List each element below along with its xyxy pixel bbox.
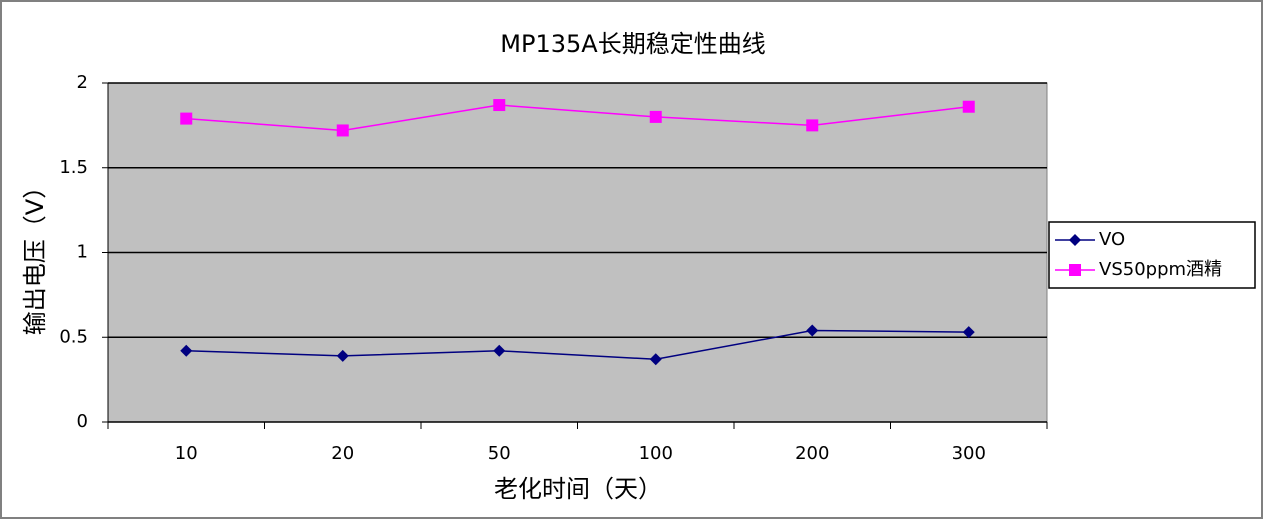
data-point	[806, 119, 819, 132]
y-tick-label: 1	[77, 242, 88, 263]
data-point	[649, 353, 662, 366]
data-point	[336, 124, 349, 137]
series-line	[186, 329, 969, 361]
y-tick-label: 0.5	[59, 326, 88, 347]
x-axis-title: 老化时间（天）	[494, 475, 662, 503]
chart-title: MP135A长期稳定性曲线	[500, 30, 765, 58]
x-tick-label: 100	[639, 443, 673, 464]
y-tick-label: 1.5	[59, 157, 88, 178]
legend-marker	[1069, 234, 1081, 246]
data-point	[180, 344, 193, 357]
data-point	[962, 326, 975, 339]
y-tick-label: 0	[77, 411, 88, 432]
data-point	[649, 110, 662, 123]
x-tick-label: 200	[795, 443, 829, 464]
legend-label: VS50ppm酒精	[1099, 259, 1222, 280]
data-point	[180, 112, 193, 125]
legend-label: VO	[1099, 229, 1125, 250]
x-tick-label: 300	[952, 443, 986, 464]
data-point	[493, 99, 506, 112]
y-axis-title: 输出电压（V）	[21, 175, 49, 335]
legend-marker	[1069, 264, 1081, 276]
x-tick-label: 50	[488, 443, 511, 464]
y-tick-label: 2	[77, 72, 88, 93]
legend-box	[1048, 221, 1256, 289]
x-tick-label: 10	[175, 443, 198, 464]
data-point	[493, 344, 506, 357]
data-point	[336, 349, 349, 362]
data-point	[806, 324, 819, 337]
series-line	[186, 104, 969, 132]
x-tick-label: 20	[331, 443, 354, 464]
data-point	[962, 100, 975, 113]
